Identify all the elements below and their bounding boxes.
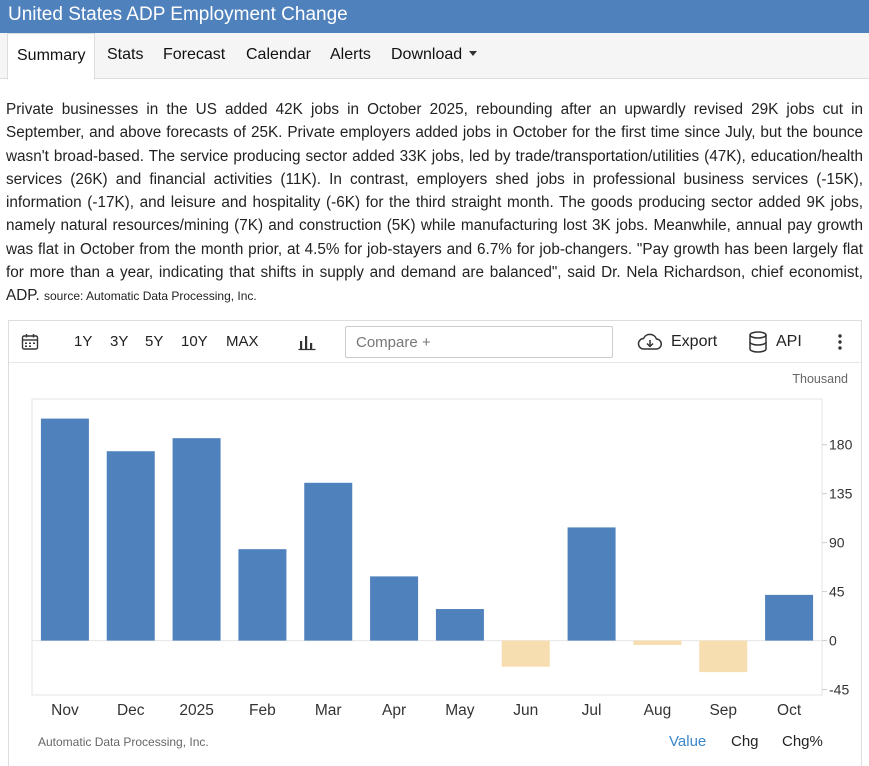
bar-0[interactable] <box>40 418 89 641</box>
x-tick-label: Jun <box>513 702 538 719</box>
bar-chart: 180 135 90 45 0 -45 Nov Dec 2025 Feb Mar Apr May Jun J… <box>31 398 853 719</box>
x-tick-label: May <box>445 702 475 719</box>
x-tick-label: Mar <box>315 702 342 719</box>
title-bar: United States ADP Employment Change <box>0 0 869 33</box>
bar-7[interactable] <box>501 640 550 667</box>
chg-mode-button[interactable]: Chg <box>731 733 759 750</box>
summary-text: Private businesses in the US added 42K j… <box>6 98 863 309</box>
caret-down-icon <box>469 51 478 56</box>
y-tick-label: 180 <box>829 437 853 453</box>
y-tick-label: 45 <box>829 584 845 600</box>
summary-source: source: Automatic Data Processing, Inc. <box>43 289 257 304</box>
cloud-download-icon[interactable] <box>637 332 663 357</box>
x-tick-label: Oct <box>777 702 802 719</box>
range-10y-button[interactable]: 10Y <box>181 333 208 350</box>
tab-download[interactable]: Download <box>391 33 478 79</box>
more-vertical-icon[interactable] <box>838 334 842 355</box>
x-tick-label: 2025 <box>179 702 213 719</box>
bar-3[interactable] <box>238 549 287 641</box>
chart-toolbar: 1Y 3Y 5Y 10Y MAX Export API <box>9 321 861 363</box>
range-5y-button[interactable]: 5Y <box>145 333 164 350</box>
api-button[interactable]: API <box>776 333 802 350</box>
value-mode-button[interactable]: Value <box>669 733 707 750</box>
chart-source: Automatic Data Processing, Inc. <box>38 735 209 749</box>
bar-2[interactable] <box>172 438 221 641</box>
tab-bar: Summary Stats Forecast Calendar Alerts D… <box>0 33 869 80</box>
range-3y-button[interactable]: 3Y <box>110 333 129 350</box>
chart-panel: 1Y 3Y 5Y 10Y MAX Export API Thousand 180… <box>8 320 862 766</box>
bar-8[interactable] <box>567 527 616 641</box>
summary-body: Private businesses in the US added 42K j… <box>6 101 863 305</box>
y-tick-label: 135 <box>829 486 853 502</box>
x-tick-label: Nov <box>51 702 79 719</box>
bar-10[interactable] <box>699 640 748 673</box>
calendar-icon[interactable] <box>21 333 39 356</box>
compare-input[interactable] <box>345 326 613 358</box>
tab-calendar[interactable]: Calendar <box>246 46 311 63</box>
bar-6[interactable] <box>435 609 484 641</box>
database-icon[interactable] <box>748 331 768 358</box>
chg-pct-mode-button[interactable]: Chg% <box>782 733 823 750</box>
x-tick-label: Sep <box>709 702 737 719</box>
bar-chart-icon[interactable] <box>298 333 316 356</box>
range-1y-button[interactable]: 1Y <box>74 333 93 350</box>
bar-5[interactable] <box>370 576 419 641</box>
y-tick-label: 0 <box>829 633 837 649</box>
bar-1[interactable] <box>106 451 155 641</box>
x-tick-label: Aug <box>644 702 672 719</box>
tab-stats[interactable]: Stats <box>107 46 144 63</box>
tab-summary[interactable]: Summary <box>7 33 96 80</box>
bar-11[interactable] <box>765 594 814 641</box>
bar-9[interactable] <box>633 640 682 645</box>
plot-frame <box>31 398 823 696</box>
x-tick-label: Jul <box>582 702 602 719</box>
x-tick-label: Apr <box>382 702 406 719</box>
page-title: United States ADP Employment Change <box>8 4 348 25</box>
range-max-button[interactable]: MAX <box>226 333 259 350</box>
export-button[interactable]: Export <box>671 333 718 350</box>
tab-download-label: Download <box>391 46 463 63</box>
bar-4[interactable] <box>304 482 353 641</box>
y-tick-label: -45 <box>829 682 849 698</box>
tab-forecast[interactable]: Forecast <box>163 46 226 63</box>
unit-label: Thousand <box>792 372 848 386</box>
x-tick-label: Feb <box>249 702 276 719</box>
y-tick-label: 90 <box>829 535 845 551</box>
tab-alerts[interactable]: Alerts <box>330 46 371 63</box>
x-tick-label: Dec <box>117 702 145 719</box>
